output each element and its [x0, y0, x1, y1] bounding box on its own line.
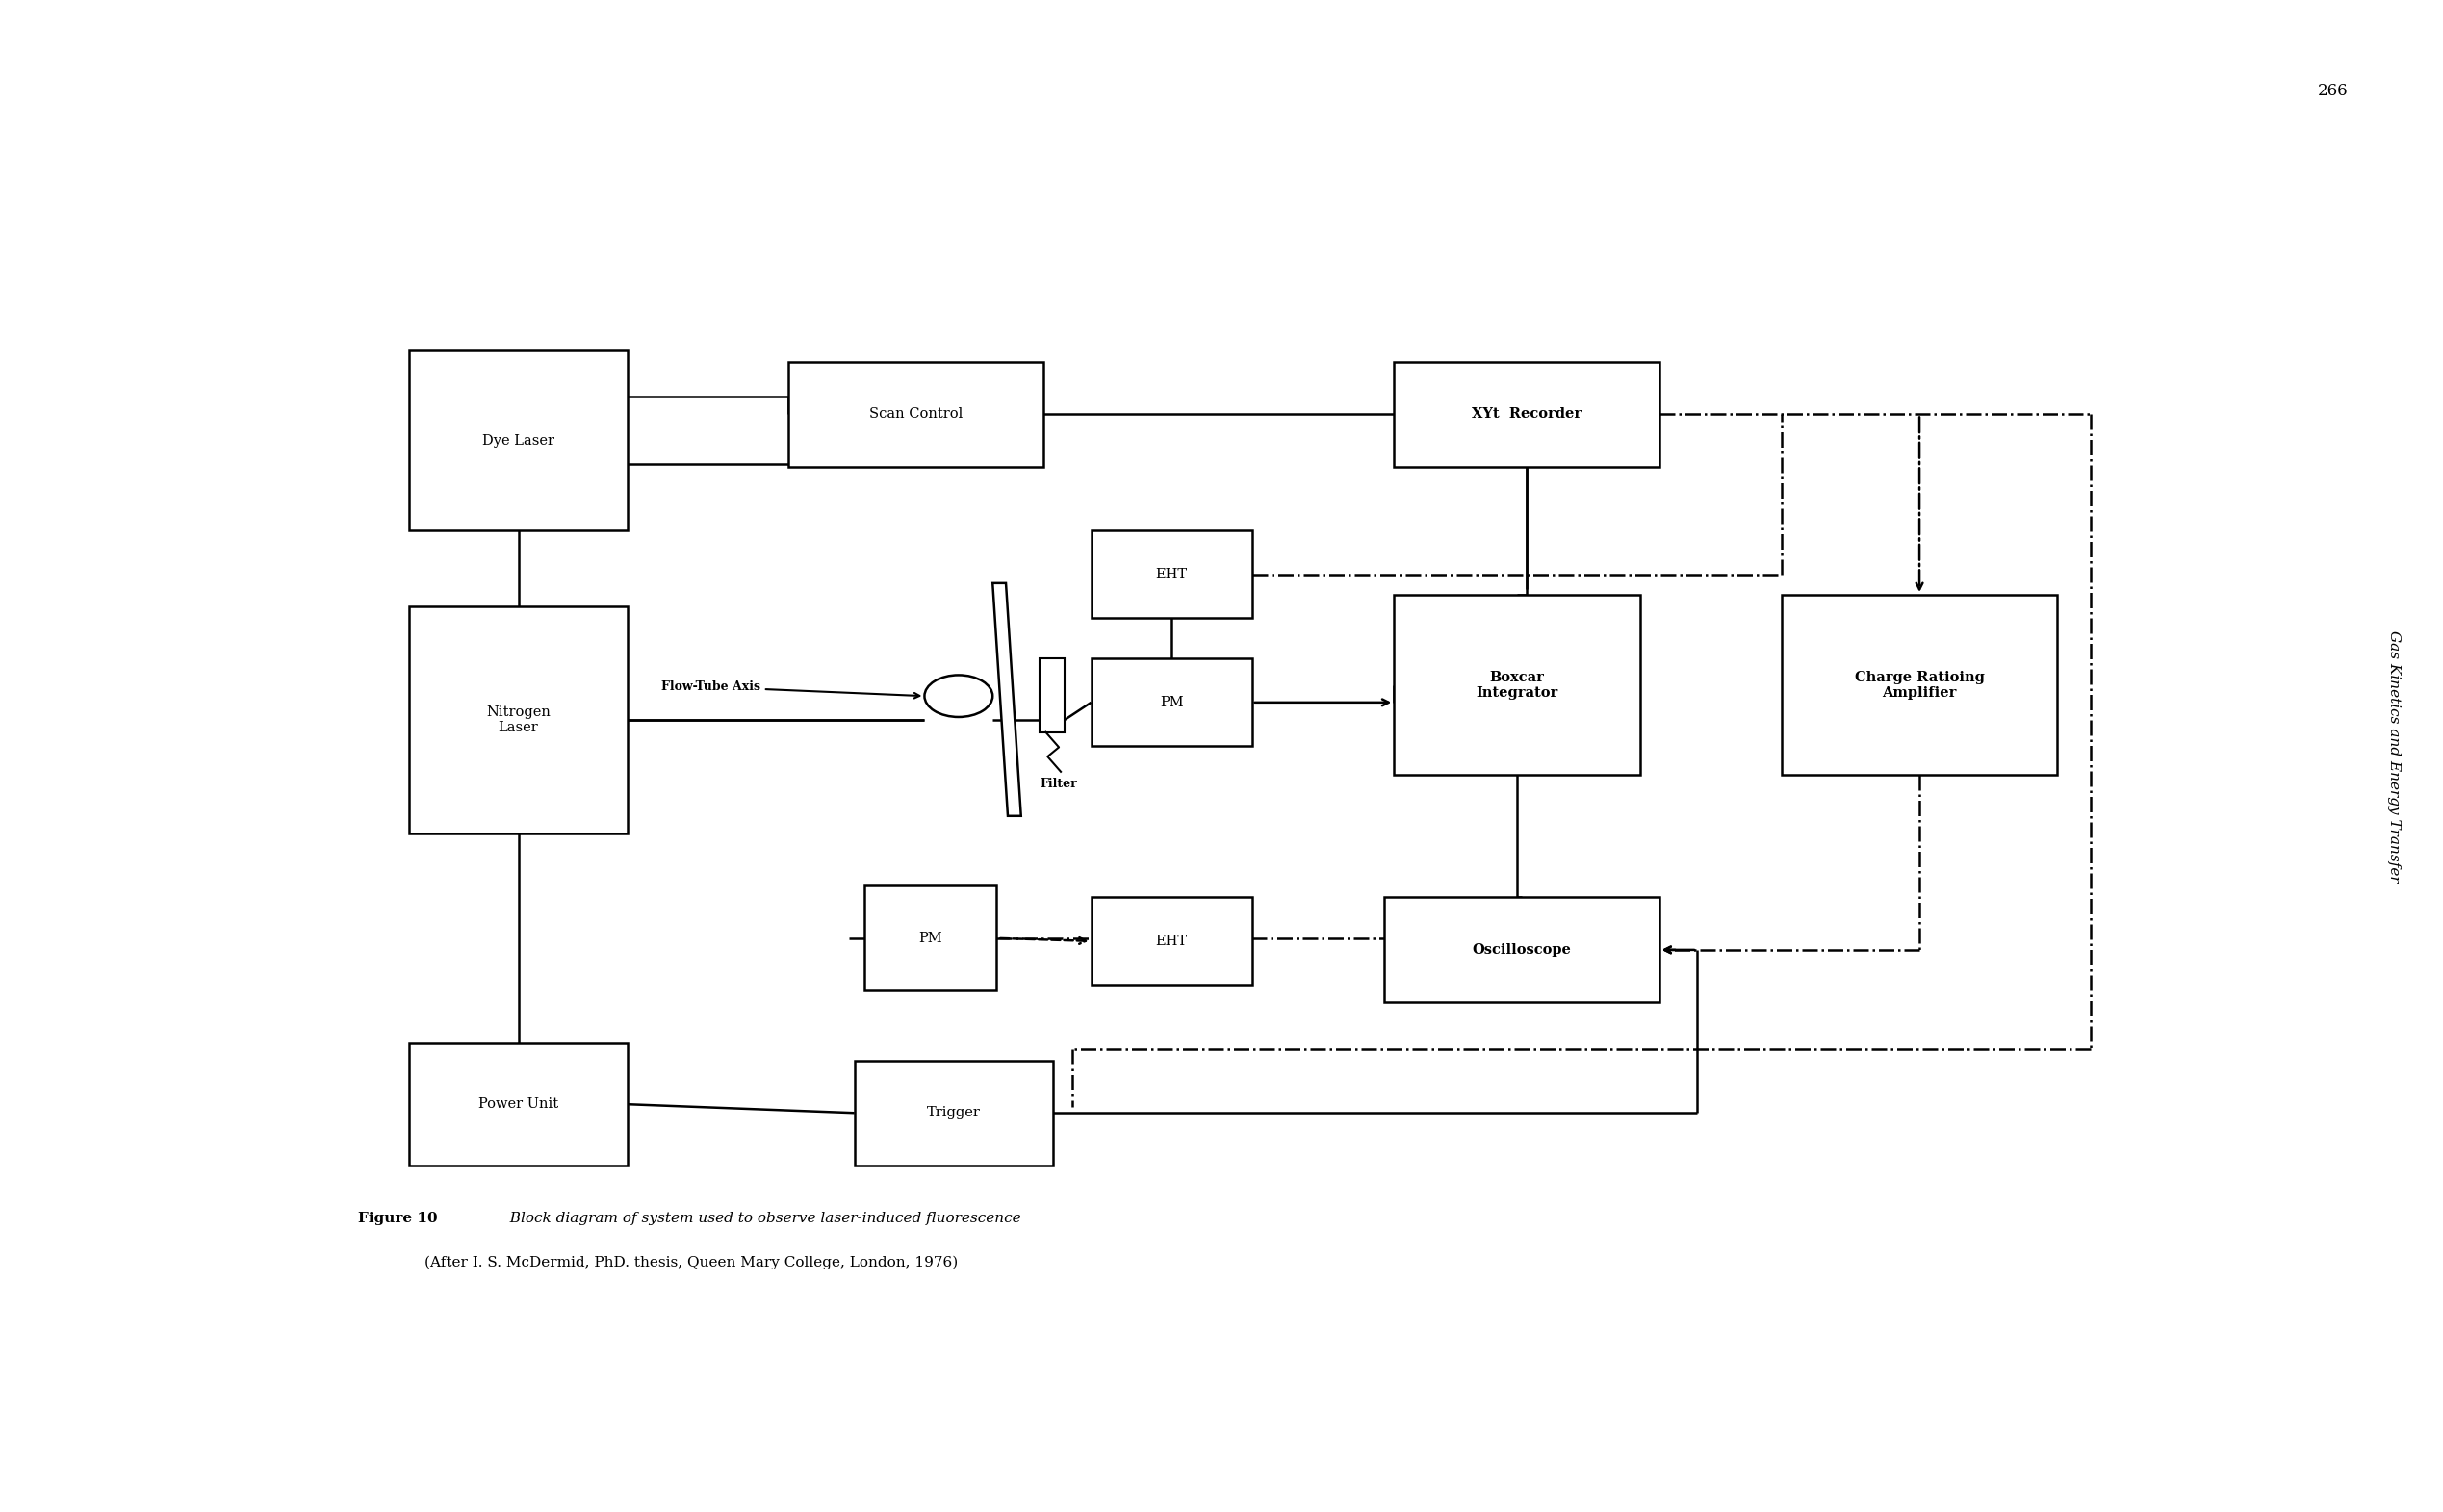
FancyBboxPatch shape — [1092, 659, 1253, 745]
Text: Charge Ratioing
Amplifier: Charge Ratioing Amplifier — [1854, 670, 1984, 700]
Text: Power Unit: Power Unit — [479, 1098, 559, 1111]
FancyBboxPatch shape — [1092, 898, 1253, 984]
FancyBboxPatch shape — [789, 361, 1043, 467]
Text: XYt  Recorder: XYt Recorder — [1471, 408, 1581, 420]
Text: Boxcar
Integrator: Boxcar Integrator — [1476, 670, 1559, 700]
Text: 266: 266 — [2318, 83, 2348, 100]
FancyBboxPatch shape — [1092, 531, 1253, 618]
FancyBboxPatch shape — [1041, 659, 1065, 732]
FancyBboxPatch shape — [1783, 594, 2057, 776]
Text: Filter: Filter — [1041, 777, 1077, 791]
Text: (After I. S. McDermid, PhD. thesis, Queen Mary College, London, 1976): (After I. S. McDermid, PhD. thesis, Quee… — [425, 1256, 958, 1270]
Text: Oscilloscope: Oscilloscope — [1473, 943, 1571, 957]
Text: Trigger: Trigger — [926, 1107, 980, 1119]
Text: EHT: EHT — [1156, 567, 1187, 581]
Text: Figure 10: Figure 10 — [359, 1211, 437, 1225]
Circle shape — [923, 674, 992, 717]
Text: Block diagram of system used to observe laser-induced fluorescence: Block diagram of system used to observe … — [501, 1211, 1021, 1225]
FancyBboxPatch shape — [410, 351, 628, 531]
Polygon shape — [992, 584, 1021, 816]
FancyBboxPatch shape — [855, 1060, 1053, 1166]
Text: EHT: EHT — [1156, 934, 1187, 948]
FancyBboxPatch shape — [1385, 898, 1659, 1002]
FancyBboxPatch shape — [865, 886, 997, 990]
FancyBboxPatch shape — [1395, 594, 1639, 776]
Text: Nitrogen
Laser: Nitrogen Laser — [486, 706, 550, 735]
FancyBboxPatch shape — [410, 606, 628, 833]
Text: PM: PM — [1160, 696, 1182, 709]
FancyBboxPatch shape — [410, 1043, 628, 1166]
Text: Gas Kinetics and Energy Transfer: Gas Kinetics and Energy Transfer — [2387, 631, 2401, 881]
Text: Scan Control: Scan Control — [870, 408, 963, 420]
FancyBboxPatch shape — [1395, 361, 1659, 467]
Text: Flow-Tube Axis: Flow-Tube Axis — [662, 680, 919, 699]
Text: PM: PM — [919, 931, 943, 945]
Text: Dye Laser: Dye Laser — [481, 434, 555, 448]
